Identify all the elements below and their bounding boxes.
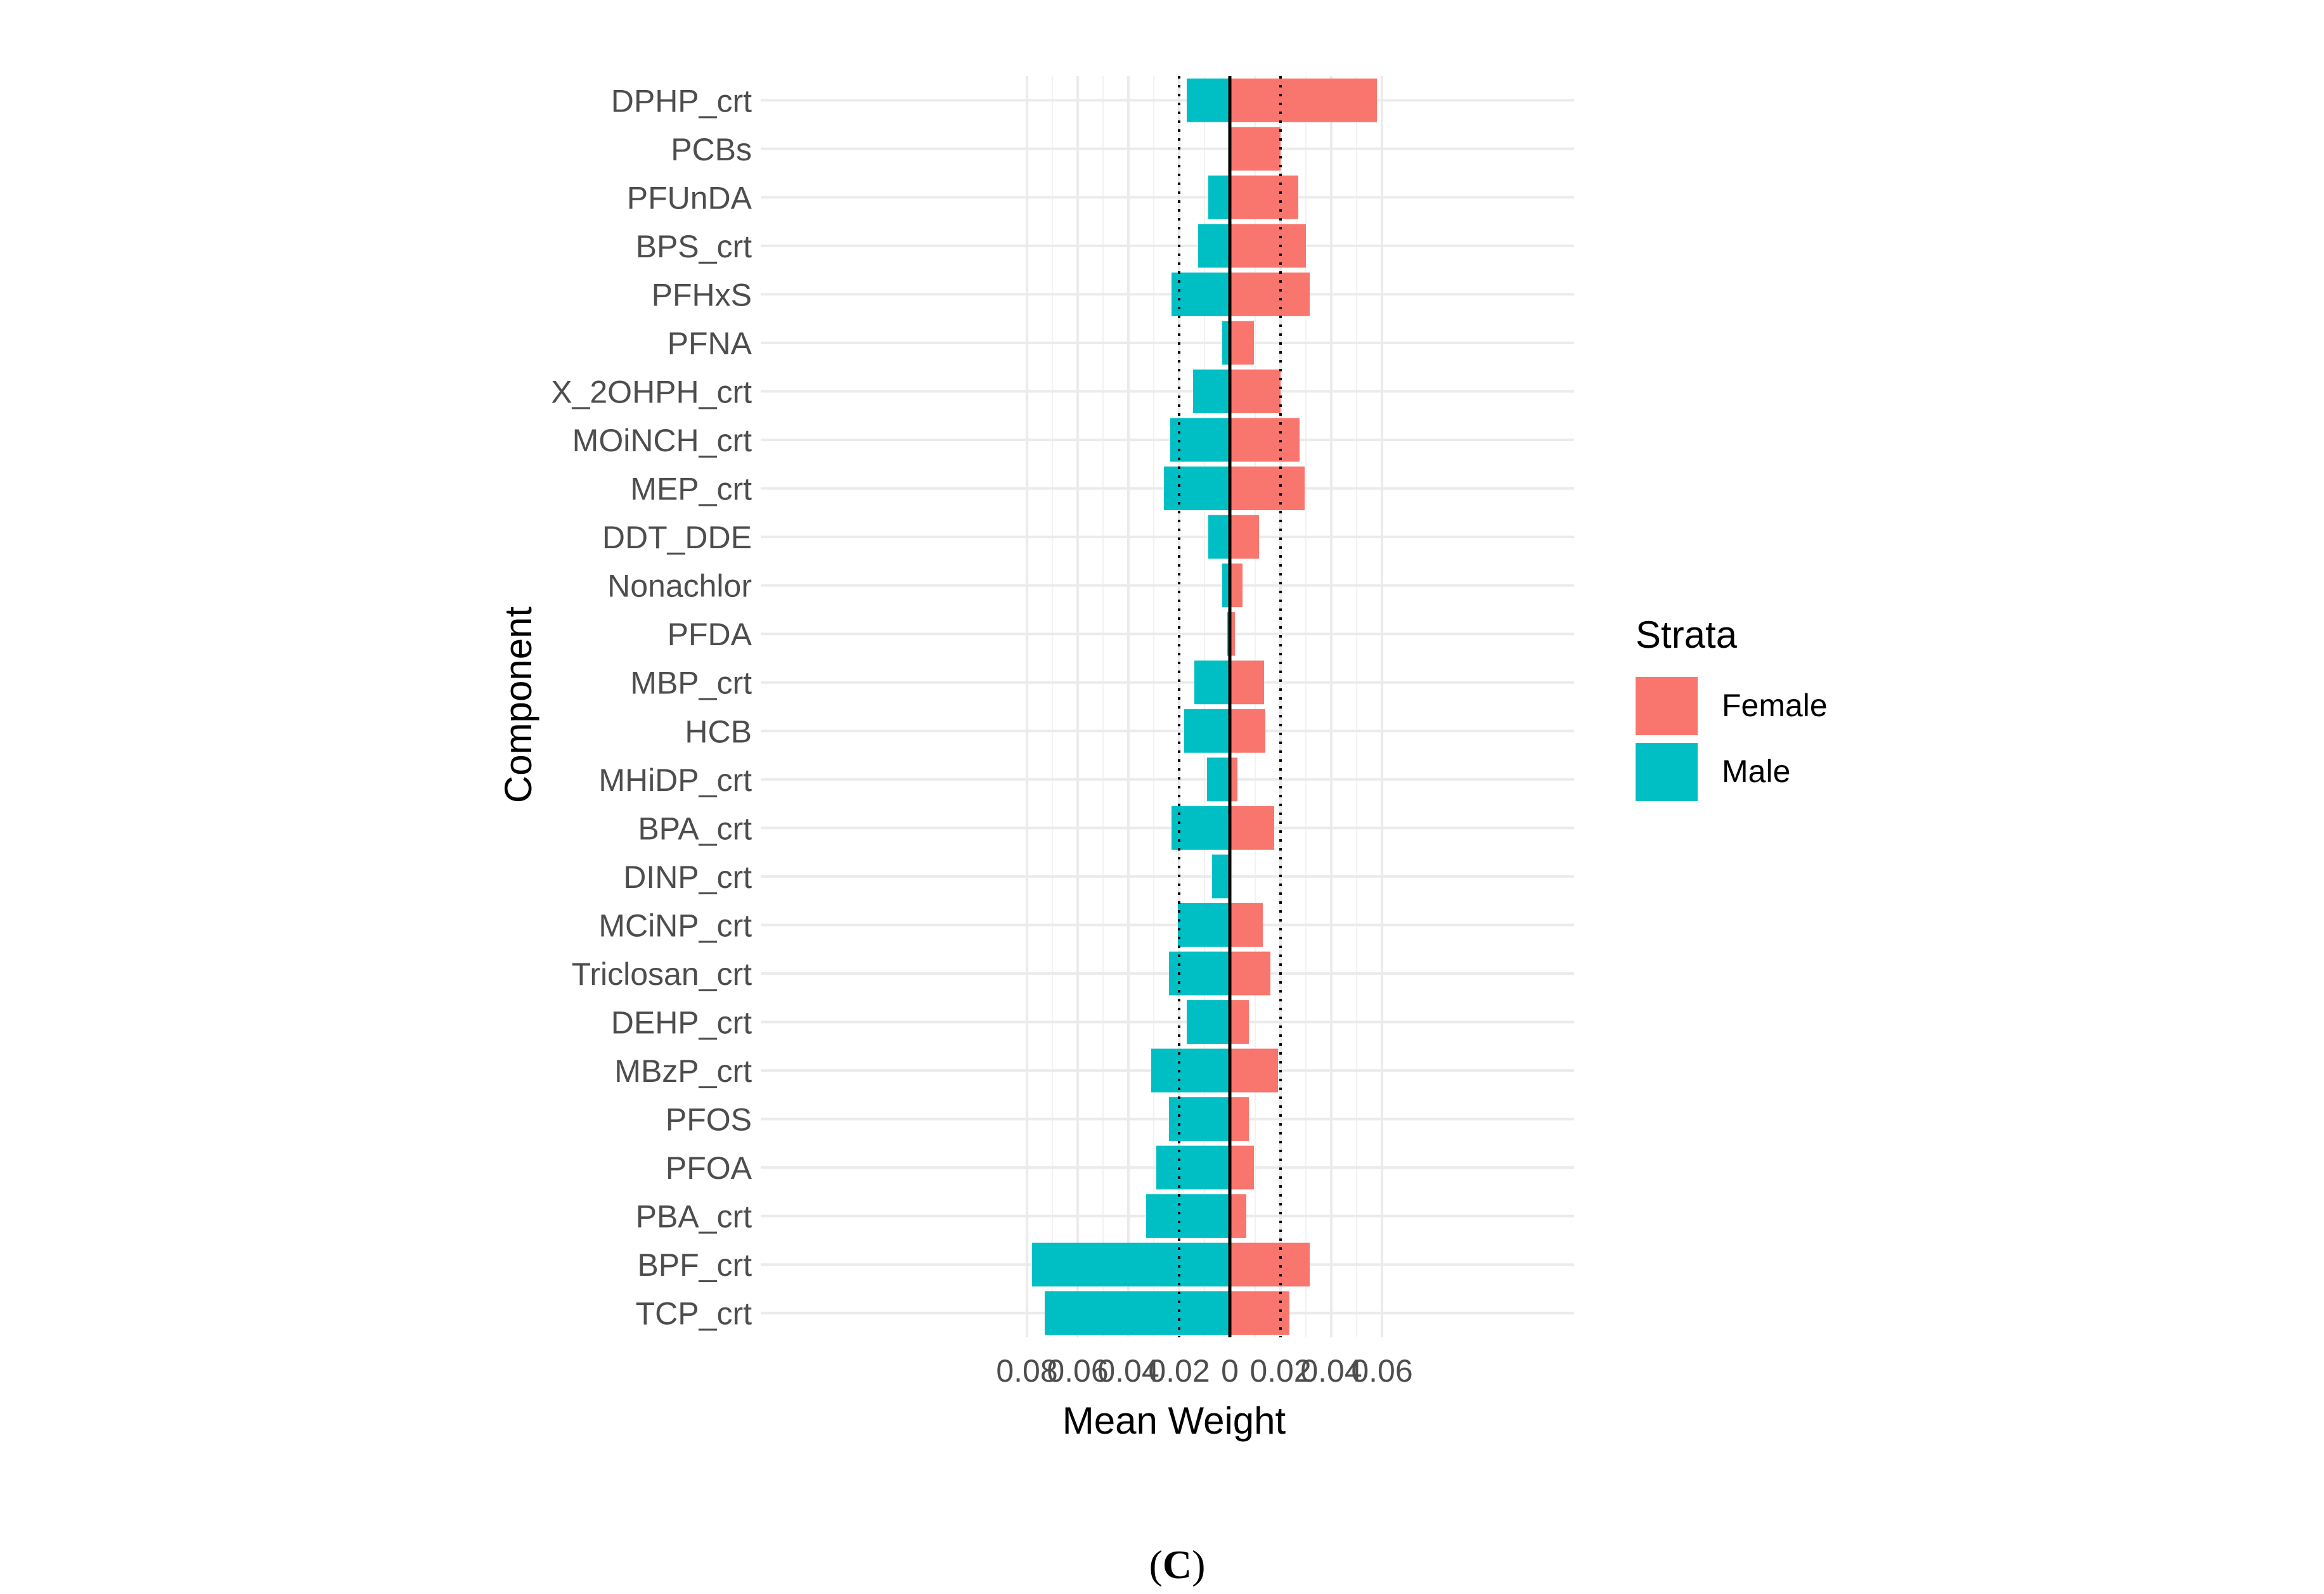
bar-female: [1230, 1097, 1249, 1141]
x-tick-labels: 0.080.060.040.02 0 0.020.040.06: [996, 1353, 1412, 1389]
y-tick-labels: DPHP_crt PCBs PFUnDA BPS_crt PFHxS PFNA X_2OHP…: [551, 83, 752, 1331]
bar-male: [1198, 224, 1230, 268]
bar-male: [1032, 1242, 1230, 1287]
bar-female: [1230, 951, 1270, 996]
bar-female: [1230, 515, 1259, 559]
y-tick-label: PFOS: [666, 1102, 752, 1138]
bar-male: [1222, 563, 1230, 608]
bar-female: [1230, 806, 1274, 850]
legend-label-female: Female: [1722, 688, 1828, 723]
y-tick-label: PFNA: [668, 326, 752, 361]
bar-female: [1230, 563, 1243, 608]
bar-female: [1230, 1145, 1254, 1190]
y-tick-label: DDT_DDE: [602, 520, 752, 555]
y-tick-label: DINP_crt: [623, 859, 752, 895]
y-tick-label: Nonachlor: [607, 569, 752, 604]
bar-female: [1230, 1242, 1310, 1287]
y-tick-label: MCiNP_crt: [598, 908, 752, 943]
bar-male: [1194, 660, 1230, 705]
y-tick-label: MEP_crt: [630, 472, 752, 507]
bar-male: [1156, 1145, 1230, 1190]
y-tick-label: PCBs: [671, 132, 752, 167]
bar-female: [1230, 660, 1264, 705]
x-tick-label: 0.06: [1047, 1353, 1108, 1389]
y-tick-label: HCB: [685, 714, 752, 749]
bar-female: [1230, 757, 1237, 802]
bar-female: [1230, 1194, 1246, 1238]
y-tick-label: MBzP_crt: [614, 1053, 752, 1089]
bar-male: [1193, 370, 1230, 413]
bar-female: [1230, 321, 1254, 365]
y-tick-label: MBP_crt: [630, 665, 752, 701]
x-tick-label: 0.04: [1097, 1353, 1159, 1389]
panel-label-open: (: [1149, 1542, 1163, 1587]
bar-male: [1178, 903, 1230, 947]
panel-label-letter: C: [1163, 1542, 1192, 1587]
bar-male: [1172, 272, 1230, 316]
bar-female: [1230, 612, 1235, 656]
bar-female: [1230, 1000, 1249, 1044]
legend-title: Strata: [1636, 614, 1738, 656]
y-tick-label: PFOA: [666, 1150, 752, 1186]
panel-label: (C): [1149, 1542, 1206, 1587]
x-tick-label: 0.08: [996, 1353, 1057, 1389]
bar-female: [1230, 418, 1300, 462]
bar-male: [1164, 466, 1230, 511]
bar-male: [1187, 1000, 1230, 1044]
x-tick-label: 0: [1221, 1353, 1239, 1389]
bar-male: [1172, 806, 1230, 850]
x-tick-label: 0.02: [1148, 1353, 1210, 1389]
bar-female: [1230, 709, 1265, 753]
bar-female: [1230, 903, 1263, 947]
y-axis-title: Component: [497, 607, 539, 804]
bar-male: [1222, 321, 1230, 365]
y-tick-label: PBA_crt: [636, 1199, 752, 1235]
bar-male: [1208, 175, 1230, 219]
bar-male: [1208, 515, 1230, 559]
reference-lines: [1178, 76, 1282, 1337]
x-tick-label: 0.04: [1300, 1353, 1362, 1389]
y-tick-label: Triclosan_crt: [572, 956, 752, 992]
bar-male: [1146, 1194, 1230, 1238]
y-tick-label: BPF_crt: [637, 1247, 752, 1283]
bar-female: [1230, 370, 1281, 413]
bar-male: [1184, 709, 1230, 753]
x-axis-title: Mean Weight: [1062, 1399, 1286, 1442]
y-tick-label: PFHxS: [652, 277, 752, 312]
y-tick-label: PFUnDA: [627, 180, 752, 215]
bar-female: [1230, 466, 1305, 511]
x-tick-label: 0.06: [1351, 1353, 1412, 1389]
bars: [1032, 78, 1377, 1335]
x-tick-label: 0.02: [1249, 1353, 1311, 1389]
bar-female: [1230, 1048, 1278, 1093]
panel-label-close: ): [1192, 1542, 1205, 1587]
legend-swatch-female: [1636, 677, 1698, 735]
legend-label-male: Male: [1722, 754, 1790, 789]
bar-female: [1230, 175, 1298, 219]
y-tick-label: X_2OHPH_crt: [551, 375, 752, 410]
y-tick-label: PFDA: [668, 617, 752, 652]
bar-male: [1151, 1048, 1230, 1093]
y-tick-label: BPA_crt: [638, 811, 752, 846]
bar-female: [1230, 127, 1281, 171]
y-tick-label: MOiNCH_crt: [572, 423, 752, 458]
y-tick-label: DPHP_crt: [611, 83, 752, 119]
legend-swatch-male: [1636, 743, 1698, 801]
bar-male: [1045, 1291, 1230, 1335]
y-tick-label: MHiDP_crt: [598, 762, 752, 798]
bar-female: [1230, 224, 1306, 268]
y-tick-label: DEHP_crt: [611, 1005, 752, 1041]
bar-male: [1187, 78, 1230, 122]
bar-male: [1207, 757, 1230, 802]
bar-male: [1212, 854, 1230, 899]
legend: Strata Female Male: [1636, 614, 1828, 801]
bar-female: [1230, 78, 1377, 122]
y-tick-label: BPS_crt: [636, 229, 752, 264]
bar-female: [1230, 272, 1310, 316]
y-tick-label: TCP_crt: [636, 1296, 752, 1332]
